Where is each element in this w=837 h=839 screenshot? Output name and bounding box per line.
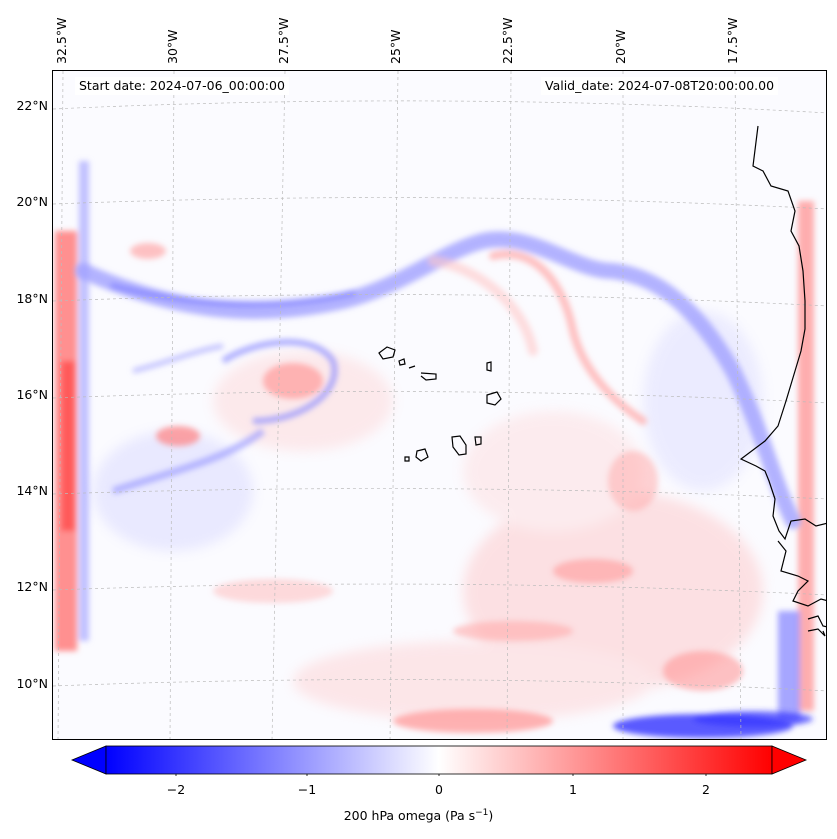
island-maio bbox=[474, 436, 482, 446]
island-fogo bbox=[415, 448, 429, 462]
lon-label-20w: 20°W bbox=[613, 29, 628, 64]
colorbar-label-text: 200 hPa omega (Pa s bbox=[343, 808, 476, 824]
island-sao-vicente bbox=[398, 358, 406, 366]
colorbar-extend-min bbox=[70, 745, 107, 775]
colorbar-label-close: ) bbox=[488, 808, 494, 824]
lon-label-27-5w: 27.5°W bbox=[276, 17, 291, 64]
valid-date-label: Valid_date: 2024-07-08T20:00:00.00 bbox=[541, 77, 779, 95]
lat-label-16n: 16°N bbox=[16, 387, 48, 402]
omega-map bbox=[52, 70, 827, 740]
lat-label-22n: 22°N bbox=[16, 98, 48, 113]
island-sal bbox=[486, 361, 492, 372]
map-canvas bbox=[53, 71, 826, 739]
lon-label-30w: 30°W bbox=[165, 29, 180, 64]
colorbar-tick-1: 1 bbox=[569, 782, 577, 797]
lat-label-14n: 14°N bbox=[16, 483, 48, 498]
lat-label-10n: 10°N bbox=[16, 676, 48, 691]
colorbar-extend-max bbox=[771, 745, 808, 775]
island-boa-vista bbox=[486, 391, 502, 406]
island-santo-antao bbox=[378, 346, 396, 360]
coastal-island bbox=[807, 615, 826, 637]
colorbar-tick-neg2: −2 bbox=[166, 782, 186, 797]
lat-label-12n: 12°N bbox=[16, 579, 48, 594]
africa-coast bbox=[739, 125, 826, 607]
lon-label-25w: 25°W bbox=[388, 29, 403, 64]
lat-label-18n: 18°N bbox=[16, 291, 48, 306]
start-date-label: Start date: 2024-07-06_00:00:00 bbox=[75, 77, 289, 95]
island-santiago bbox=[451, 435, 467, 456]
coastlines bbox=[378, 125, 826, 637]
omega-field bbox=[55, 161, 814, 738]
colorbar-tick-neg1: −1 bbox=[297, 782, 317, 797]
lon-label-32-5w: 32.5°W bbox=[54, 17, 69, 64]
lon-label-17-5w: 17.5°W bbox=[725, 17, 740, 64]
graticule bbox=[53, 71, 826, 739]
lat-label-20n: 20°N bbox=[16, 194, 48, 209]
lon-label-22-5w: 22.5°W bbox=[500, 17, 515, 64]
colorbar-label-exponent: −1 bbox=[475, 808, 489, 818]
colorbar-label: 200 hPa omega (Pa s−1) bbox=[0, 808, 837, 823]
colorbar-tick-2: 2 bbox=[702, 782, 710, 797]
colorbar bbox=[70, 745, 808, 776]
island-sao-nicolau bbox=[408, 365, 437, 381]
colorbar-bar bbox=[105, 745, 773, 775]
colorbar-tick-0: 0 bbox=[435, 782, 443, 797]
island-brava bbox=[404, 456, 410, 462]
